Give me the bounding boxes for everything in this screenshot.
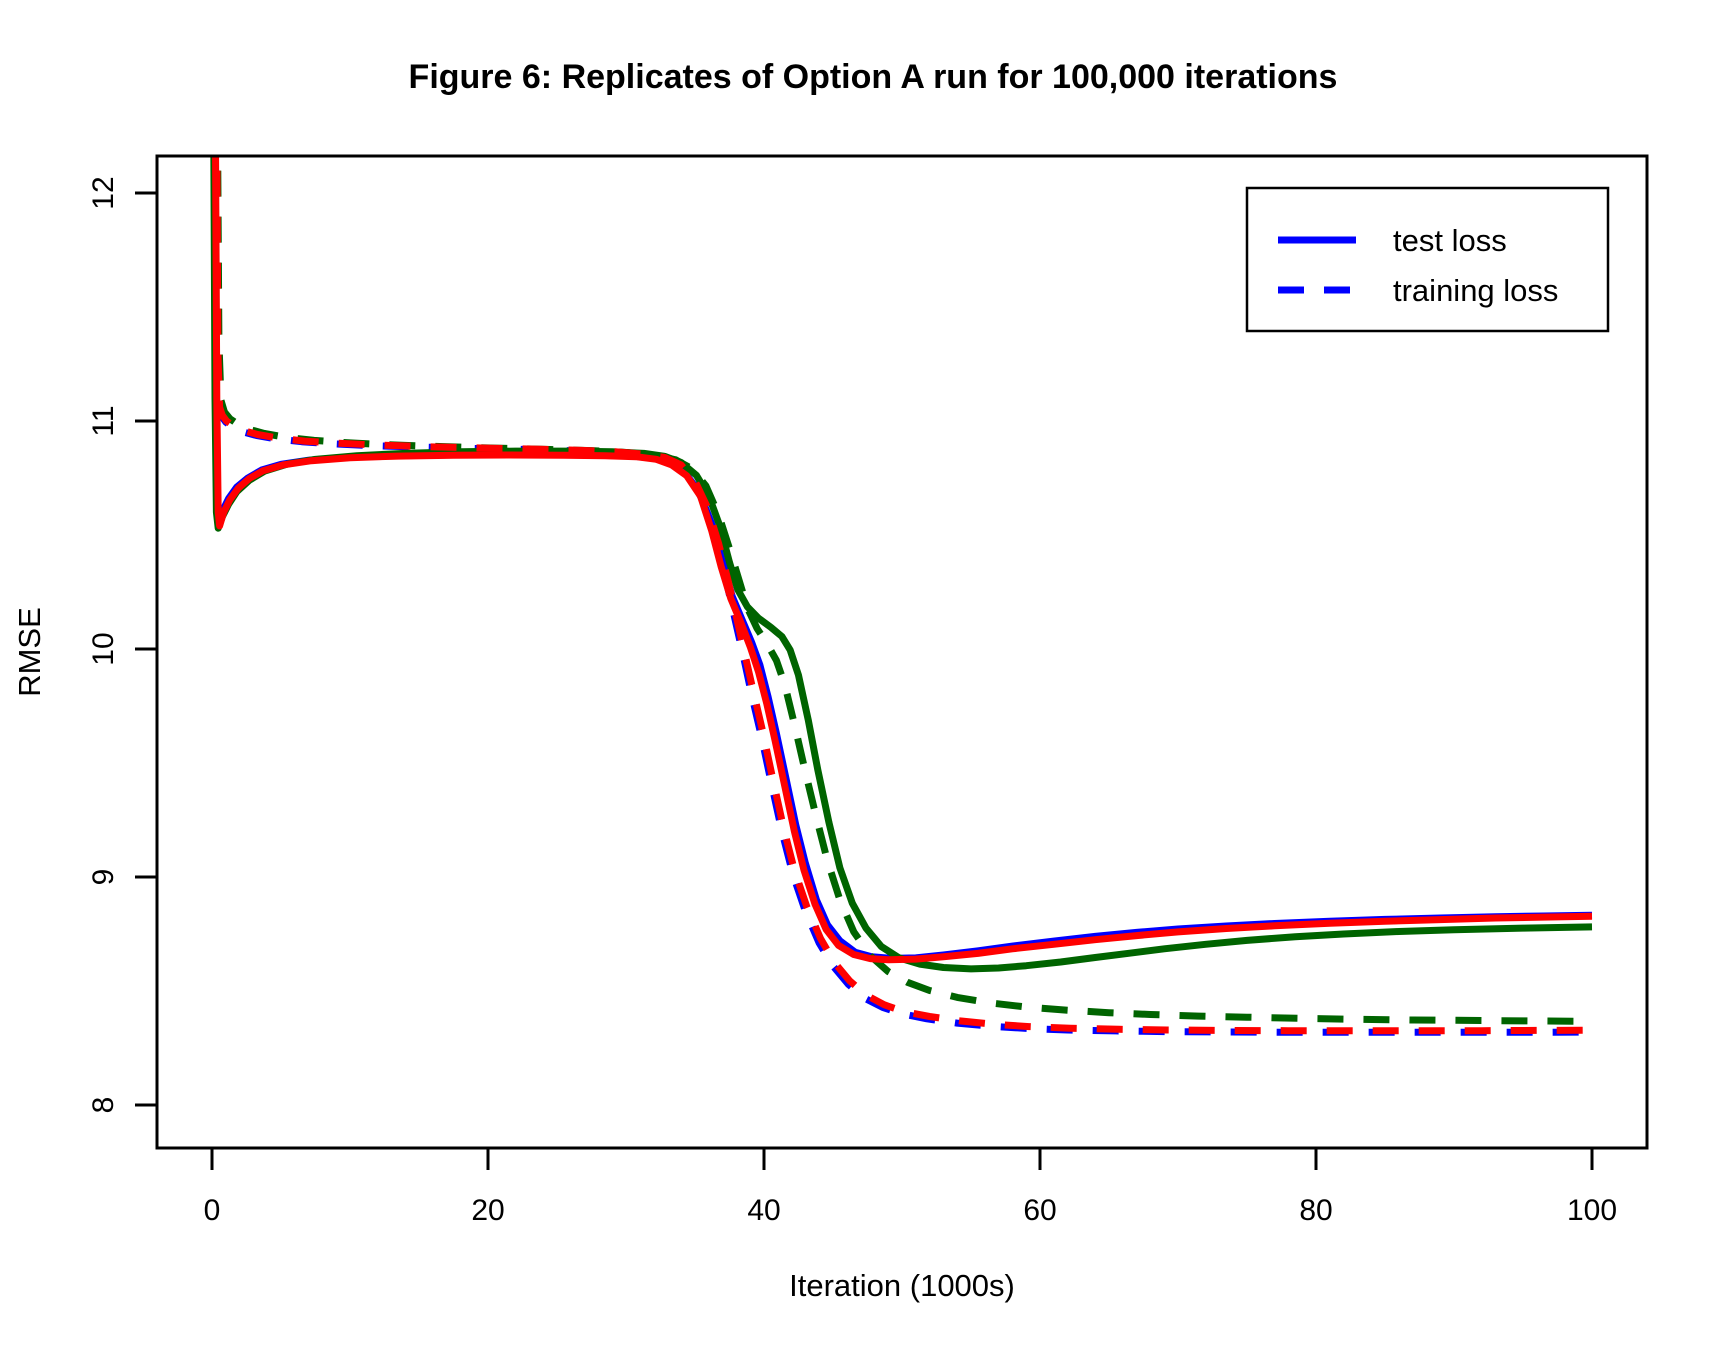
- y-axis-tick-label: 11: [87, 405, 120, 436]
- series-layer: [210, 156, 1593, 1036]
- y-axis-tick-label: 8: [87, 1097, 120, 1114]
- series-red-test-loss: [212, 156, 1593, 964]
- plot-box: [155, 154, 1649, 1150]
- series-red-training-loss: [213, 156, 1593, 1035]
- y-axis-tick-label: 12: [87, 176, 120, 209]
- legend-box: [1245, 186, 1610, 333]
- x-axis-tick-label: 60: [1023, 1194, 1056, 1227]
- y-axis-label: RMSE: [12, 607, 47, 697]
- x-axis-tick-label: 100: [1567, 1194, 1617, 1227]
- x-axis-tick-label: 40: [747, 1194, 780, 1227]
- y-axis-tick-label: 10: [87, 632, 120, 665]
- x-axis-tick-label: 20: [471, 1194, 504, 1227]
- x-axis-tick-label: 0: [204, 1194, 221, 1227]
- chart-title: Figure 6: Replicates of Option A run for…: [409, 58, 1338, 96]
- legend-label-test-loss: test loss: [1393, 223, 1507, 258]
- x-axis-label: Iteration (1000s): [789, 1268, 1015, 1303]
- x-axis-tick-label: 80: [1299, 1194, 1332, 1227]
- axes-ticks: 0 20 40 60 80 100 8 9 10 11 12: [87, 176, 1617, 1227]
- legend: test loss training loss: [1245, 186, 1610, 333]
- y-axis-tick-label: 9: [87, 869, 120, 886]
- legend-label-training-loss: training loss: [1393, 273, 1558, 308]
